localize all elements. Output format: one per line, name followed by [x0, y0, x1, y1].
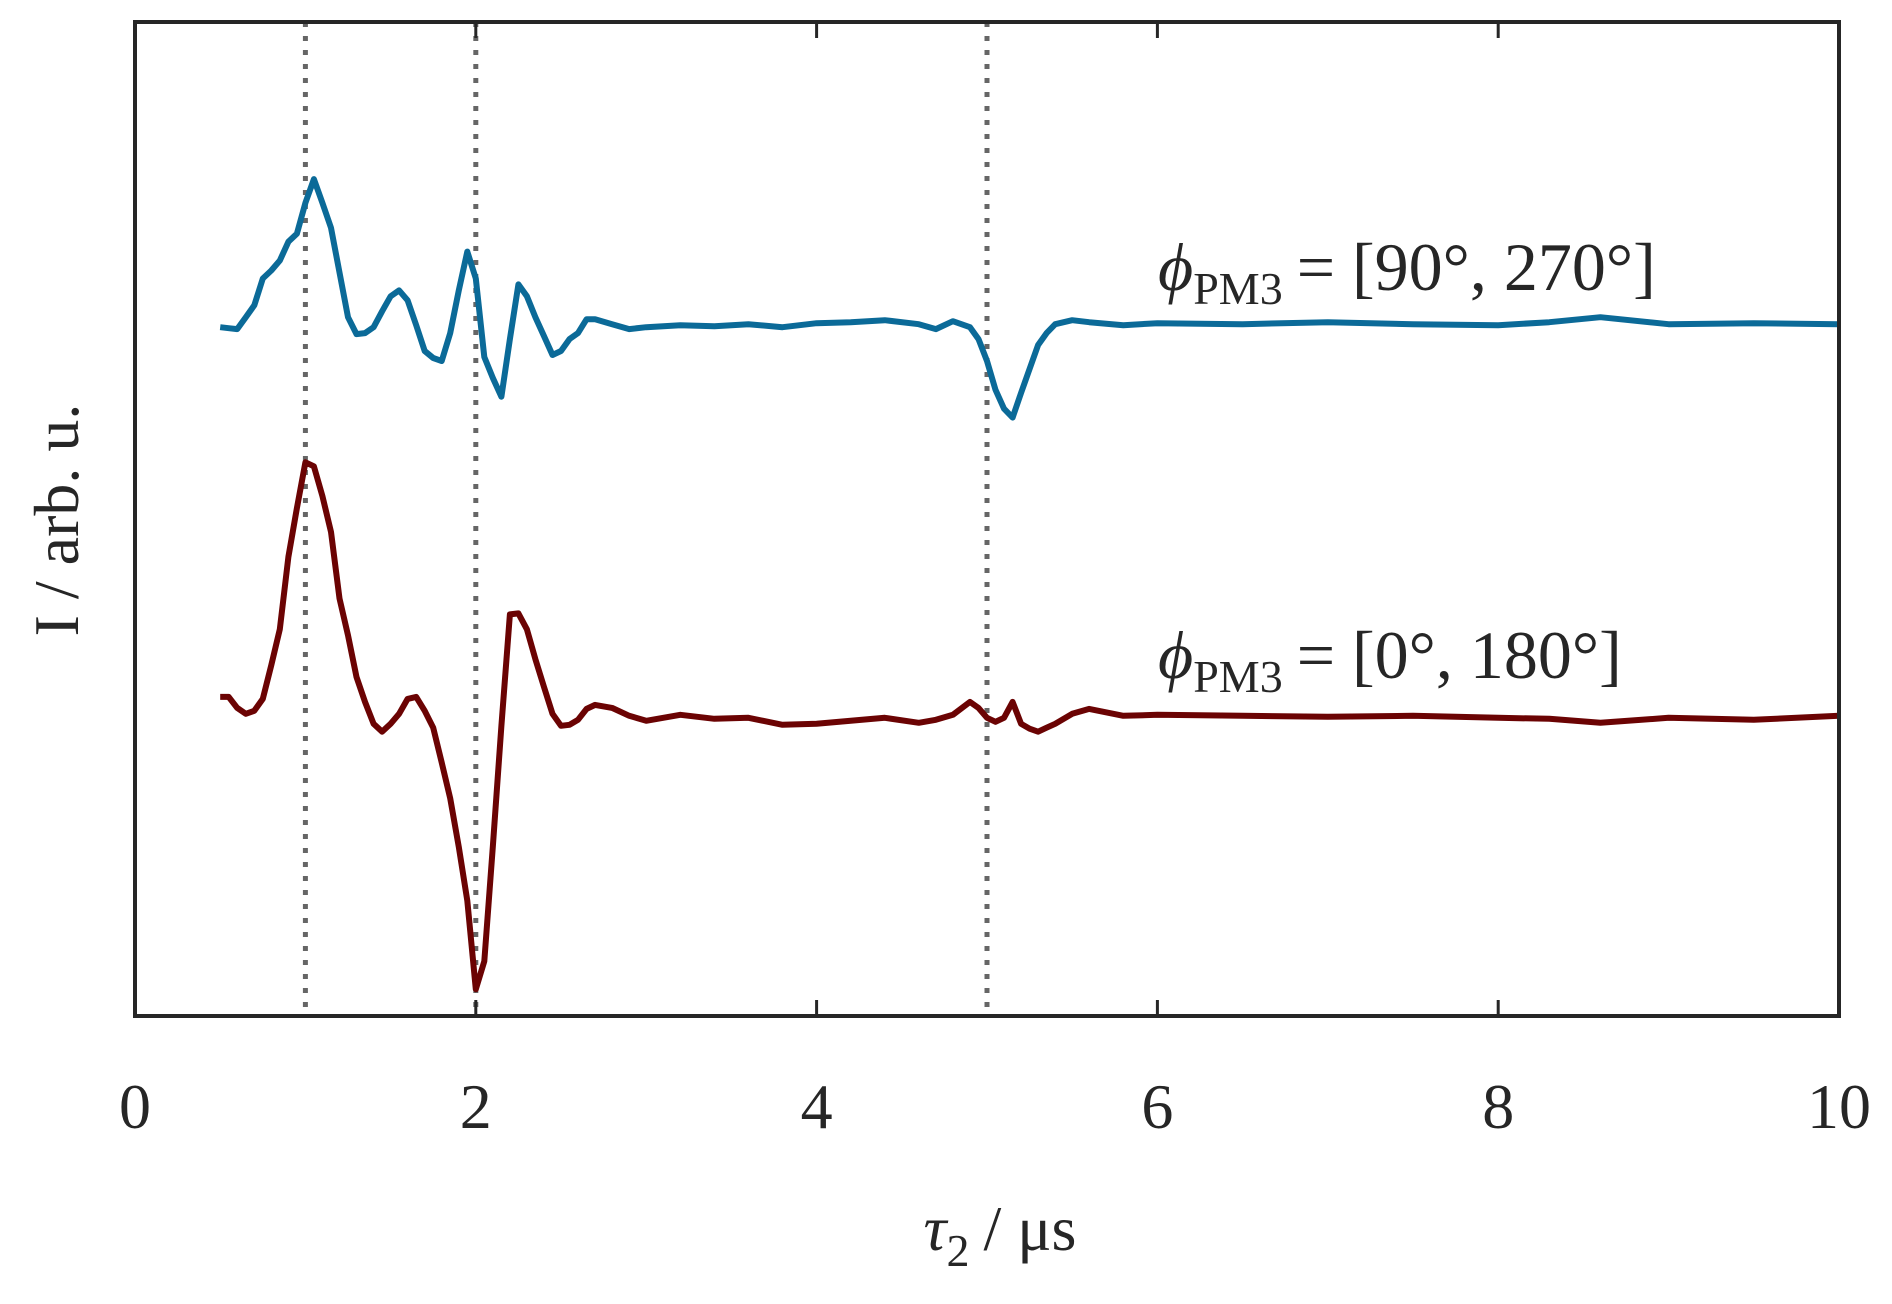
x-tick-label: 8	[1482, 1071, 1514, 1142]
x-tick-label: 0	[119, 1071, 151, 1142]
x-axis-label: τ2 / μs	[924, 1193, 1077, 1276]
annotation-symbol: ϕ	[1158, 617, 1193, 693]
y-axis-label: I / arb. u.	[21, 404, 92, 637]
x-label-symbol: τ	[924, 1193, 949, 1264]
x-tick-label: 4	[801, 1071, 833, 1142]
annotation-subscript: PM3	[1193, 651, 1282, 702]
series-line	[220, 459, 1840, 993]
annotation-text: = [0°, 180°]	[1297, 617, 1622, 693]
series-line	[219, 176, 1840, 421]
x-tick-label: 2	[460, 1071, 492, 1142]
series-annotation: ϕPM3 = [0°, 180°]	[1158, 617, 1622, 702]
x-tick-label: 10	[1807, 1071, 1871, 1142]
series-annotation: ϕPM3 = [90°, 270°]	[1158, 229, 1656, 314]
axes-box	[133, 20, 1841, 1018]
x-label-subscript: 2	[946, 1225, 969, 1276]
annotation-symbol: ϕ	[1158, 229, 1193, 305]
x-tick-label: 6	[1141, 1071, 1173, 1142]
annotation-text: = [90°, 270°]	[1297, 229, 1656, 305]
annotation-subscript: PM3	[1193, 263, 1282, 314]
x-label-unit: / μs	[983, 1193, 1076, 1264]
